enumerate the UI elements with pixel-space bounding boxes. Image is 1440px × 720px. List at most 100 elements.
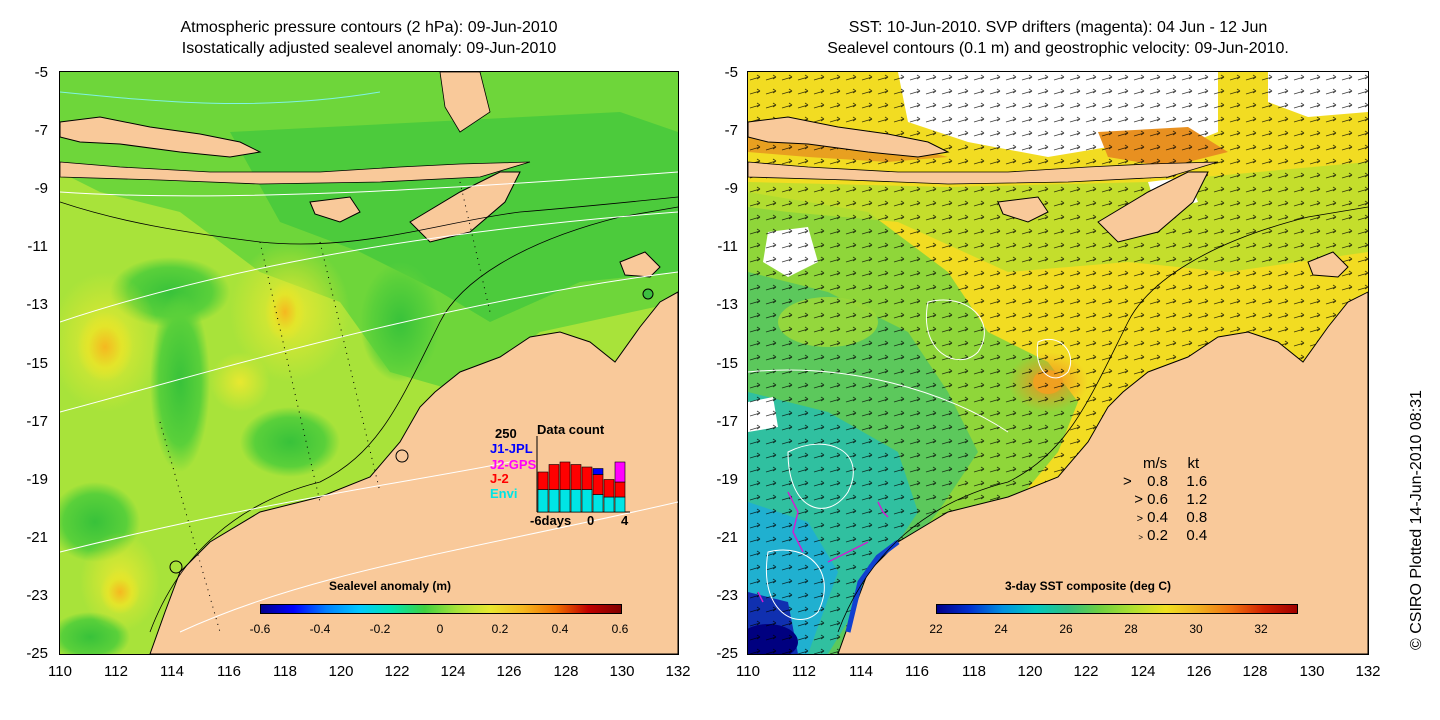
right-lon-tick-5: 120 (1017, 663, 1043, 680)
data-count-title: Data count (537, 422, 605, 437)
right-title-line1: SST: 10-Jun-2010. SVP drifters (magenta)… (848, 19, 1268, 36)
right-lat-tick-8: -21 (716, 529, 738, 546)
bar-j1 (592, 468, 604, 475)
left-lat-tick-1: -7 (34, 122, 48, 139)
velocity-row-2: > 0.4 0.8 (1123, 509, 1208, 526)
sst-label-3: 28 (1124, 622, 1138, 636)
sla-label-2: -0.2 (369, 622, 391, 636)
right-lon-tick-1: 112 (792, 663, 816, 680)
bar-j2 (592, 474, 604, 495)
right-lat-tick-0: -5 (724, 64, 738, 81)
velocity-row-ms: 0.2 (1147, 527, 1169, 544)
left-lat-tick-5: -15 (26, 355, 48, 372)
left-lon-tick-9: 128 (553, 663, 579, 680)
left-lon-tick-0: 110 (48, 663, 72, 680)
bar-j2 (614, 481, 626, 498)
right-lon-tick-7: 124 (1130, 663, 1156, 680)
legend-envi: Envi (490, 486, 518, 501)
sla-label-5: 0.4 (551, 622, 569, 636)
right-lat-tick-10: -25 (716, 645, 738, 662)
velocity-row-ms: 0.6 (1147, 491, 1169, 508)
velocity-arrow-icon: > (1136, 513, 1143, 525)
sst-label-0: 22 (929, 622, 943, 636)
sst-map-graphic (748, 72, 1368, 654)
sealevel-map[interactable]: Data count 250 J1-JPL J2-GPS J-2 Envi -6… (60, 72, 678, 654)
right-lon-tick-9: 128 (1242, 663, 1268, 680)
bar-j2 (570, 464, 582, 490)
velocity-legend: m/s kt > 0.8 1.6 > 0.6 1.2 > 0.4 0.8 > 0… (1123, 455, 1243, 545)
sst-colorbar (936, 604, 1298, 614)
right-lat-tick-9: -23 (716, 587, 738, 604)
left-lat-tick-3: -11 (27, 238, 48, 255)
right-lat-tick-2: -9 (724, 180, 738, 197)
velocity-row-0: > 0.8 1.6 (1123, 473, 1207, 490)
left-lat-tick-0: -5 (34, 64, 48, 81)
data-count-axis-end: 4 (621, 513, 629, 528)
sealevel-map-graphic (60, 72, 678, 654)
left-lat-tick-7: -19 (26, 471, 48, 488)
left-lon-tick-7: 124 (440, 663, 466, 680)
left-lat-tick-2: -9 (34, 180, 48, 197)
velocity-row-kt: 0.4 (1186, 527, 1208, 544)
right-lon-tick-11: 132 (1355, 663, 1381, 680)
right-title: SST: 10-Jun-2010. SVP drifters (magenta)… (748, 17, 1368, 59)
right-lat-tick-5: -15 (716, 355, 738, 372)
left-title-line2: Isostatically adjusted sealevel anomaly:… (181, 40, 557, 57)
right-lon-tick-10: 130 (1299, 663, 1325, 680)
right-lat-tick-4: -13 (716, 296, 738, 313)
sla-label-3: 0 (436, 622, 444, 636)
legend-j-2: J-2 (490, 471, 509, 486)
bar-envi (614, 496, 626, 513)
data-count-inset: Data count 250 J1-JPL J2-GPS J-2 Envi -6… (490, 422, 640, 532)
velocity-row-1: > 0.6 1.2 (1123, 491, 1207, 508)
sealevel-colorbar-labels: -0.6 -0.4 -0.2 0 0.2 0.4 0.6 (250, 622, 629, 638)
sla-label-1: -0.4 (309, 622, 331, 636)
left-lon-tick-5: 120 (328, 663, 354, 680)
bar-j2 (559, 461, 571, 490)
right-lon-tick-2: 114 (849, 663, 873, 680)
velocity-legend-header: m/s kt (1143, 455, 1199, 472)
sla-label-6: 0.6 (611, 622, 629, 636)
left-lat-tick-10: -25 (26, 645, 48, 662)
left-lat-tick-6: -17 (26, 413, 48, 430)
bar-envi (570, 489, 582, 513)
left-lon-tick-2: 114 (160, 663, 184, 680)
right-lon-tick-3: 116 (905, 663, 929, 680)
bar-envi (559, 489, 571, 513)
right-lon-tick-4: 118 (962, 663, 986, 680)
right-lat-tick-7: -19 (716, 471, 738, 488)
bar-j2 (537, 471, 549, 490)
velocity-arrow-icon: > (1123, 473, 1132, 490)
legend-j2-gps: J2-GPS (490, 457, 537, 472)
velocity-row-3: > 0.2 0.4 (1123, 527, 1207, 544)
bar-j2gps (614, 461, 626, 483)
sst-label-2: 26 (1059, 622, 1073, 636)
bar-envi (548, 489, 560, 513)
data-count-axis-mid: 0 (587, 513, 595, 528)
sst-map[interactable]: m/s kt > 0.8 1.6 > 0.6 1.2 > 0.4 0.8 > 0… (748, 72, 1368, 654)
sealevel-colorbar (260, 604, 622, 614)
sst-label-5: 32 (1254, 622, 1268, 636)
left-lon-tick-8: 126 (496, 663, 522, 680)
left-lon-tick-4: 118 (273, 663, 297, 680)
sealevel-colorbar-title: Sealevel anomaly (m) (328, 579, 452, 593)
sla-label-4: 0.2 (491, 622, 509, 636)
right-lat-tick-6: -17 (716, 413, 738, 430)
sst-label-1: 24 (994, 622, 1008, 636)
left-lon-tick-11: 132 (665, 663, 691, 680)
bar-j2 (603, 479, 615, 498)
right-lon-tick-0: 110 (736, 663, 760, 680)
velocity-row-kt: 0.8 (1186, 509, 1208, 526)
sst-colorbar-labels: 22 24 26 28 30 32 (929, 622, 1296, 638)
data-count-max: 250 (495, 426, 517, 441)
sla-label-0: -0.6 (249, 622, 271, 636)
sst-colorbar-title: 3-day SST composite (deg C) (1004, 579, 1172, 593)
left-title: Atmospheric pressure contours (2 hPa): 0… (60, 17, 678, 59)
left-lon-tick-1: 112 (104, 663, 128, 680)
velocity-arrow-icon: > (1138, 533, 1143, 542)
bar-envi (603, 496, 615, 513)
left-lon-tick-10: 130 (609, 663, 635, 680)
left-lat-tick-4: -13 (26, 296, 48, 313)
velocity-arrow-icon: > (1134, 491, 1143, 508)
velocity-row-ms: 0.8 (1147, 473, 1169, 490)
